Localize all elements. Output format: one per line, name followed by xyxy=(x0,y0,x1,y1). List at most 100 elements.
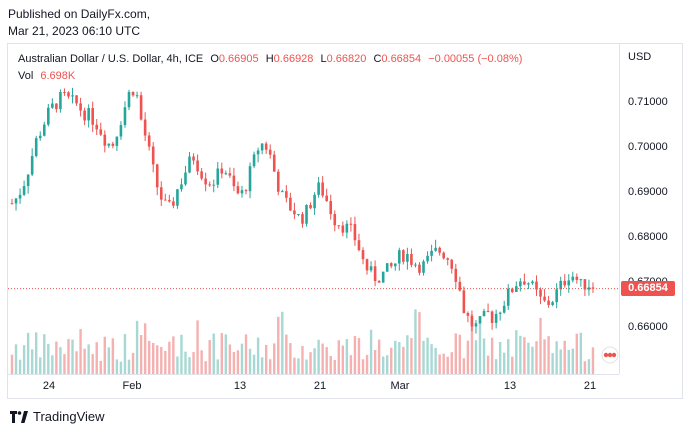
candle-body xyxy=(184,172,187,185)
volume-bar xyxy=(555,341,558,374)
candle-body xyxy=(402,250,405,262)
volume-bar xyxy=(18,359,22,374)
high-value: 0.66928 xyxy=(273,53,314,65)
candle-body xyxy=(490,311,494,323)
candle-body xyxy=(579,279,583,281)
candle-body xyxy=(155,164,159,188)
candle-body xyxy=(389,263,393,267)
candle-body xyxy=(410,253,413,265)
volume-bar xyxy=(329,355,332,374)
currency-label[interactable]: USD xyxy=(628,51,652,63)
volume-bar xyxy=(349,355,353,374)
volume-bar xyxy=(369,329,373,374)
candle-body xyxy=(71,95,74,97)
candle-body xyxy=(555,289,558,303)
candle-body xyxy=(103,134,107,146)
brand-name: TradingView xyxy=(33,409,105,424)
volume-bar xyxy=(164,350,167,374)
candle-body xyxy=(309,204,312,209)
volume-bar xyxy=(450,352,453,374)
candle-body xyxy=(22,186,26,195)
high-label: H xyxy=(265,53,274,65)
tradingview-footer[interactable]: TradingView xyxy=(10,409,105,424)
candle-body xyxy=(438,247,441,253)
price-tick: 0.66000 xyxy=(628,321,668,333)
volume-bar xyxy=(309,352,312,374)
candle-body xyxy=(527,283,530,285)
candle-body xyxy=(47,107,50,125)
volume-bar xyxy=(523,337,526,374)
volume-bar xyxy=(131,352,135,374)
volume-bar xyxy=(47,343,50,374)
candle-body xyxy=(333,214,337,226)
symbol-legend[interactable]: Australian Dollar / U.S. Dollar, 4h, ICE… xyxy=(18,53,522,65)
volume-bar xyxy=(297,358,300,374)
candle-body xyxy=(200,171,203,179)
published-datetime: Mar 21, 2023 06:10 UTC xyxy=(8,24,141,38)
volume-bar xyxy=(543,339,546,374)
candle-body xyxy=(470,315,474,327)
volume-bar xyxy=(337,340,340,374)
candle-body xyxy=(55,103,58,110)
chart-frame xyxy=(7,43,683,399)
volume-bar xyxy=(95,342,98,374)
candle-body xyxy=(547,300,550,305)
time-tick: Feb xyxy=(122,380,142,392)
candle-body xyxy=(63,92,66,94)
candle-body xyxy=(176,189,179,206)
colored-dots-icon[interactable] xyxy=(600,345,620,365)
volume-bar xyxy=(442,353,445,374)
candle-body xyxy=(220,168,224,174)
volume-bar xyxy=(43,334,46,374)
time-tick: 21 xyxy=(583,380,597,392)
candle-body xyxy=(369,266,373,271)
candle-body xyxy=(87,108,90,121)
volume-bar xyxy=(212,333,215,374)
volume-bar xyxy=(236,350,240,374)
candle-body xyxy=(264,143,268,150)
chart-plot-area[interactable] xyxy=(8,44,619,374)
candle-body xyxy=(398,250,401,264)
symbol-title[interactable]: Australian Dollar / U.S. Dollar, 4h, ICE xyxy=(18,53,204,65)
candle-body xyxy=(297,214,300,216)
candle-body xyxy=(91,108,94,125)
price-axis[interactable] xyxy=(619,44,683,374)
volume-bar xyxy=(208,340,211,374)
candle-body xyxy=(285,191,288,198)
price-tick: 0.68000 xyxy=(628,231,668,243)
candle-body xyxy=(305,204,308,224)
candle-body xyxy=(551,302,554,305)
volume-bar xyxy=(224,334,228,374)
volume-bar xyxy=(188,357,191,374)
volume-bar xyxy=(240,343,244,374)
candle-body xyxy=(256,150,260,155)
candle-body xyxy=(591,287,595,289)
volume-bar xyxy=(422,340,425,374)
volume-bar xyxy=(152,342,155,374)
volume-bar xyxy=(394,340,397,374)
candle-body xyxy=(523,281,526,285)
volume-bar xyxy=(454,333,457,374)
candle-body xyxy=(107,143,111,146)
time-axis[interactable] xyxy=(8,374,619,399)
candle-body xyxy=(248,166,252,192)
volume-bar xyxy=(381,356,385,374)
volume-legend[interactable]: Vol 6.698K xyxy=(18,70,75,82)
candle-body xyxy=(301,214,304,224)
candle-body xyxy=(422,261,425,273)
volume-bar xyxy=(26,332,30,374)
volume-bar xyxy=(91,354,94,374)
volume-bar xyxy=(575,333,579,374)
volume-bar xyxy=(285,334,288,374)
candle-body xyxy=(143,119,147,136)
time-tick: 13 xyxy=(503,380,517,392)
volume-bar xyxy=(519,335,522,374)
price-chart[interactable] xyxy=(8,44,619,374)
volume-bar xyxy=(498,341,502,374)
candle-body xyxy=(418,264,421,273)
volume-bar xyxy=(87,344,90,374)
volume-bar xyxy=(317,339,320,374)
candle-body xyxy=(30,156,34,175)
candle-body xyxy=(180,184,183,190)
volume-bar xyxy=(59,347,62,374)
